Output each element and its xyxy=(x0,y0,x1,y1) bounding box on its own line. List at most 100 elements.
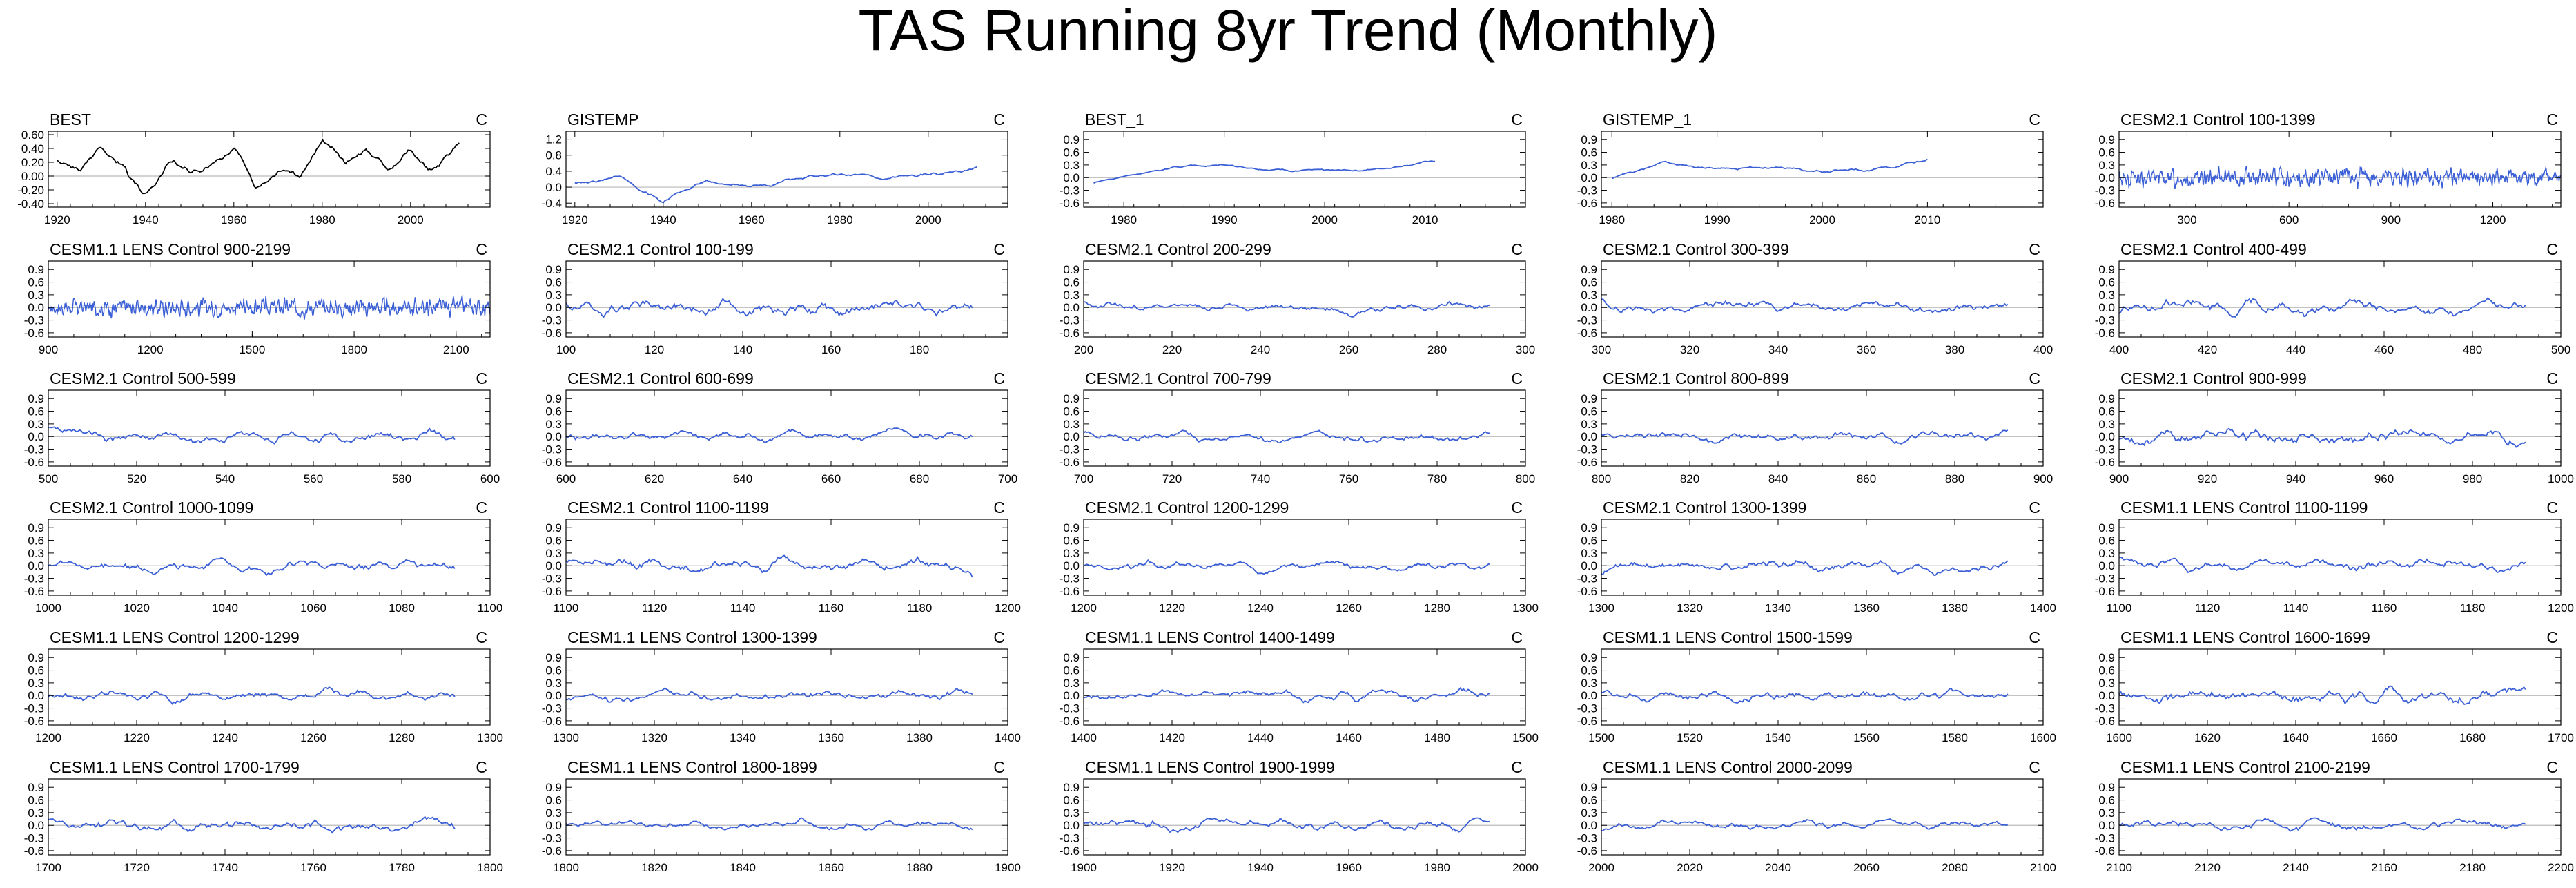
y-tick-label: 0.6 xyxy=(1581,794,1597,807)
y-tick-label: -0.3 xyxy=(1577,702,1597,715)
y-tick-label: 0.6 xyxy=(1063,664,1080,677)
x-tick-label: 1980 xyxy=(1599,213,1625,226)
series-line xyxy=(2118,164,2562,190)
x-tick-label: 2160 xyxy=(2371,861,2397,874)
panel-title: CESM2.1 Control 900-999 xyxy=(2120,369,2307,387)
series-line xyxy=(1601,818,2009,831)
plot-frame xyxy=(2118,519,2562,596)
y-tick-label: -0.3 xyxy=(1577,314,1597,327)
plot-frame xyxy=(1601,389,2044,467)
panel: CESM1.1 LENS Control 1100-1199 C 0.90.60.3… xyxy=(2095,499,2574,615)
x-tick-label: 1340 xyxy=(1765,601,1791,615)
plot-frame xyxy=(1601,778,2044,856)
y-tick-label: 0.3 xyxy=(28,418,44,431)
y-tick-label: 0.9 xyxy=(28,521,44,534)
series-line xyxy=(2118,557,2526,574)
x-tick-label: 1800 xyxy=(341,343,367,356)
x-tick-label: 1340 xyxy=(730,731,756,744)
panel-title: CESM2.1 Control 100-199 xyxy=(567,240,754,258)
panel-units: C xyxy=(476,110,487,128)
y-tick-label: 0.6 xyxy=(2098,534,2115,548)
panel-units: C xyxy=(993,369,1005,387)
plot-frame xyxy=(565,131,1008,208)
y-tick-label: -0.6 xyxy=(1577,585,1597,598)
plot-frame xyxy=(48,131,491,208)
y-tick-label: 0.3 xyxy=(1581,418,1597,431)
x-tick-label: 1260 xyxy=(300,731,326,744)
y-tick-label: -0.3 xyxy=(542,572,562,586)
y-tick-label: -0.40 xyxy=(17,197,44,211)
panel-title: CESM2.1 Control 1300-1399 xyxy=(1603,499,1806,517)
x-tick-label: 920 xyxy=(2198,472,2217,485)
y-tick-label: 0.6 xyxy=(1581,534,1597,548)
x-tick-label: 1540 xyxy=(1765,731,1791,744)
series-line xyxy=(48,426,456,445)
series-line xyxy=(1083,687,1490,704)
y-tick-label: 0.6 xyxy=(2098,276,2115,289)
series-line xyxy=(1083,300,1490,318)
panel-units: C xyxy=(993,758,1005,776)
x-tick-label: 420 xyxy=(2198,343,2217,356)
y-tick-label: 0.6 xyxy=(1063,276,1080,289)
x-tick-label: 2000 xyxy=(1512,861,1539,874)
series-line xyxy=(2118,685,2526,705)
plot-frame xyxy=(1083,131,1526,208)
panel-title: CESM1.1 LENS Control 1300-1399 xyxy=(567,628,817,646)
y-tick-label: -0.3 xyxy=(1060,443,1080,456)
series-line xyxy=(48,557,456,577)
x-tick-label: 1560 xyxy=(1853,731,1880,744)
x-tick-label: 900 xyxy=(2109,472,2129,485)
panel: CESM1.1 LENS Control 900-2199 C 0.90.60.30… xyxy=(24,240,491,356)
x-tick-label: 1960 xyxy=(739,213,765,226)
x-tick-label: 720 xyxy=(1162,472,1182,485)
y-tick-label: 0.9 xyxy=(28,392,44,405)
y-tick-label: -0.3 xyxy=(2095,184,2115,197)
x-tick-label: 2000 xyxy=(1809,213,1835,226)
y-tick-label: 0.9 xyxy=(28,263,44,276)
x-tick-label: 300 xyxy=(1592,343,1611,356)
y-tick-label: 0.0 xyxy=(1063,301,1080,314)
x-tick-label: 1640 xyxy=(2283,731,2309,744)
x-tick-label: 260 xyxy=(1339,343,1358,356)
y-tick-label: 0.3 xyxy=(1063,677,1080,690)
x-tick-label: 1440 xyxy=(1247,731,1274,744)
panel-title: GISTEMP xyxy=(567,110,639,128)
x-tick-label: 660 xyxy=(821,472,841,485)
x-tick-label: 1400 xyxy=(2030,601,2056,615)
panel-units: C xyxy=(2029,110,2040,128)
y-tick-label: -0.6 xyxy=(1060,456,1080,469)
series-line xyxy=(1601,298,2009,314)
x-tick-label: 2100 xyxy=(443,343,469,356)
panel-title: GISTEMP_1 xyxy=(1603,110,1692,128)
y-tick-label: 0.0 xyxy=(2098,559,2115,572)
x-tick-label: 1700 xyxy=(35,861,61,874)
x-tick-label: 800 xyxy=(1592,472,1611,485)
panel-title: BEST_1 xyxy=(1085,110,1144,128)
y-tick-label: 0.6 xyxy=(28,664,44,677)
y-tick-label: -0.20 xyxy=(17,184,44,197)
x-tick-label: 540 xyxy=(215,472,235,485)
plot-frame xyxy=(565,648,1008,726)
y-tick-label: 0.0 xyxy=(1063,689,1080,702)
panel-units: C xyxy=(476,369,487,387)
panel-units: C xyxy=(2546,628,2558,646)
x-tick-label: 1920 xyxy=(44,213,70,226)
x-tick-label: 360 xyxy=(1857,343,1876,356)
y-tick-label: 0.9 xyxy=(1581,521,1597,534)
x-tick-label: 900 xyxy=(2381,213,2401,226)
y-tick-label: 0.3 xyxy=(2098,289,2115,302)
x-tick-label: 1580 xyxy=(1942,731,1968,744)
y-tick-label: 0.3 xyxy=(1063,807,1080,820)
panel: CESM1.1 LENS Control 1800-1899 C 0.90.60.3… xyxy=(542,758,1021,874)
x-tick-label: 1220 xyxy=(1159,601,1185,615)
x-tick-label: 100 xyxy=(556,343,576,356)
x-tick-label: 1920 xyxy=(1159,861,1185,874)
panel-units: C xyxy=(2029,628,2040,646)
plot-frame xyxy=(565,778,1008,856)
x-tick-label: 900 xyxy=(39,343,58,356)
y-tick-label: 0.9 xyxy=(2098,392,2115,405)
x-tick-label: 1980 xyxy=(1424,861,1450,874)
panel: CESM2.1 Control 100-199 C 0.90.60.30.0-0.3… xyxy=(542,240,1008,356)
x-tick-label: 440 xyxy=(2286,343,2305,356)
y-tick-label: 0.6 xyxy=(545,405,562,418)
